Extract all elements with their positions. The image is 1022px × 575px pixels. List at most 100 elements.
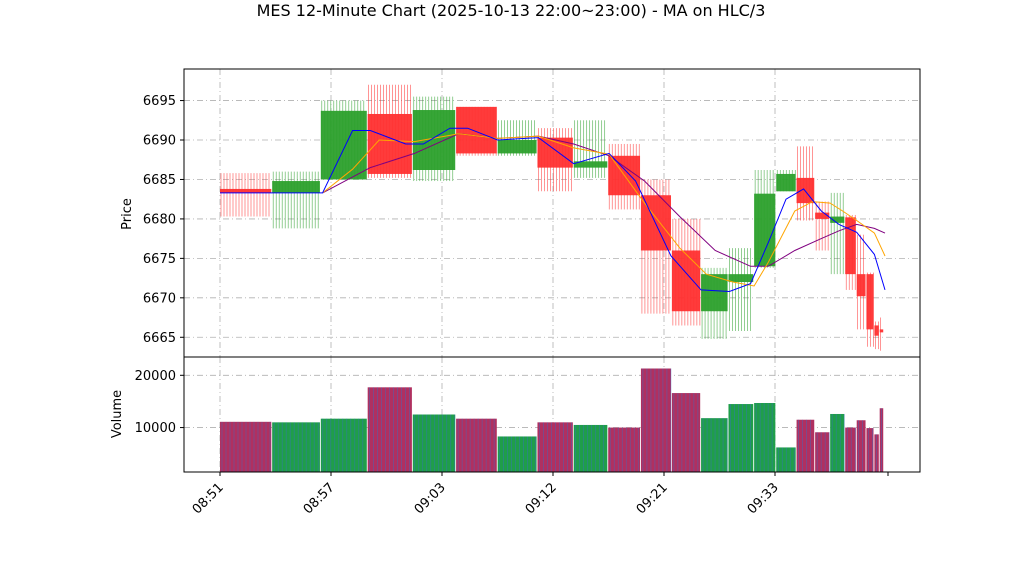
volume-bar xyxy=(671,393,701,472)
volume-bar xyxy=(754,403,776,472)
candle-body xyxy=(573,161,608,168)
candle-body xyxy=(456,106,497,154)
volume-bar xyxy=(320,418,367,472)
x-tick-label: 09:33 xyxy=(745,480,782,517)
candle-up xyxy=(728,248,754,331)
volume-bar xyxy=(776,447,796,472)
candle-up xyxy=(776,169,796,192)
volume-bar-fill xyxy=(796,419,815,472)
volume-bar xyxy=(879,408,884,472)
candle-body xyxy=(815,212,830,219)
candle-body xyxy=(866,274,874,330)
volume-panel: 10000 20000 xyxy=(135,356,921,473)
x-tick-label: 09:21 xyxy=(634,480,671,517)
volume-frame xyxy=(183,356,921,473)
volume-bar-fill xyxy=(845,427,856,472)
volume-axis-label: Volume xyxy=(110,390,125,438)
volume-bar xyxy=(608,427,641,472)
candle-down xyxy=(856,234,866,330)
candle-up xyxy=(272,171,320,229)
x-tick-label: 08:57 xyxy=(301,480,338,517)
candle-down xyxy=(608,143,641,210)
volume-ytick-label: 10000 xyxy=(135,421,176,436)
candle-body xyxy=(856,274,866,297)
volume-bar-fill xyxy=(815,432,830,472)
x-tick-label: 09:12 xyxy=(523,480,560,517)
volume-bar xyxy=(874,434,879,472)
volume-bar xyxy=(728,404,754,472)
price-ytick-label: 6665 xyxy=(143,331,176,346)
candle-up xyxy=(830,192,845,275)
candle-down xyxy=(456,106,497,156)
volume-bar-fill xyxy=(573,424,608,472)
volume-bar-fill xyxy=(701,418,728,472)
candle-body xyxy=(320,110,367,180)
volume-bar xyxy=(830,413,845,472)
volume-bar-fill xyxy=(320,418,367,472)
candle-up xyxy=(320,100,367,180)
volume-bar-fill xyxy=(856,420,866,472)
candle-up xyxy=(497,120,537,156)
candle-body xyxy=(671,250,701,312)
candle-body xyxy=(272,181,320,193)
price-ytick-label: 6690 xyxy=(143,134,176,149)
price-ytick-label: 6675 xyxy=(143,252,176,267)
volume-bar xyxy=(412,414,456,472)
candle-body xyxy=(497,140,537,154)
ma-fast-line xyxy=(220,127,886,293)
price-ytick-label: 6670 xyxy=(143,291,176,306)
candle-body xyxy=(728,274,754,283)
volume-bar-fill xyxy=(412,414,456,472)
candle-body xyxy=(754,193,776,267)
candle-up xyxy=(754,169,776,268)
volume-bar xyxy=(272,422,320,472)
volume-bar xyxy=(866,428,874,472)
volume-bar-fill xyxy=(220,421,272,472)
candle-down xyxy=(220,173,272,217)
volume-ytick-label: 20000 xyxy=(135,369,176,384)
candle-down xyxy=(874,321,879,350)
x-axis: 08:51 08:57 09:03 09:12 09:21 09:33 xyxy=(190,472,889,517)
candle-down xyxy=(367,84,412,178)
volume-bar-fill xyxy=(272,422,320,472)
volume-bar xyxy=(640,368,672,472)
candle-down xyxy=(866,272,874,347)
volume-bar xyxy=(497,436,537,472)
volume-bar-fill xyxy=(608,427,641,472)
candle-body xyxy=(830,216,845,223)
candle-down xyxy=(640,179,671,314)
volume-bar xyxy=(537,422,573,472)
volume-bar-fill xyxy=(830,413,845,472)
candle-body xyxy=(776,173,796,192)
candle-body xyxy=(412,110,456,170)
volume-bar xyxy=(456,418,497,472)
ma-mid-line xyxy=(322,133,886,287)
chart-title: MES 12-Minute Chart (2025-10-13 22:00~23… xyxy=(257,1,766,20)
candle-body xyxy=(701,274,728,312)
volume-bar xyxy=(701,418,728,472)
volume-bar xyxy=(856,420,866,472)
volume-bar xyxy=(573,424,608,472)
price-ytick-label: 6685 xyxy=(143,173,176,188)
volume-bar-fill xyxy=(728,404,754,472)
volume-bar-fill xyxy=(497,436,537,472)
price-ytick-label: 6695 xyxy=(143,94,176,109)
volume-bar xyxy=(220,421,272,472)
volume-bar xyxy=(796,419,815,472)
candle-down xyxy=(815,201,830,251)
candle-body xyxy=(879,329,884,333)
candle-up xyxy=(701,267,728,339)
volume-bar xyxy=(367,387,412,472)
candle-up xyxy=(412,96,456,182)
candle-body xyxy=(874,325,879,336)
candle-body xyxy=(220,188,272,193)
volume-bar-fill xyxy=(866,428,874,472)
volume-bar xyxy=(815,432,830,472)
x-tick-label: 08:51 xyxy=(190,480,227,517)
volume-bar-fill xyxy=(754,403,776,472)
candle-body xyxy=(845,217,856,275)
price-panel: 6665 6670 6675 6680 6685 6690 6695 xyxy=(143,68,921,358)
volume-bar-fill xyxy=(640,368,671,472)
x-tick-label: 09:03 xyxy=(412,480,449,517)
